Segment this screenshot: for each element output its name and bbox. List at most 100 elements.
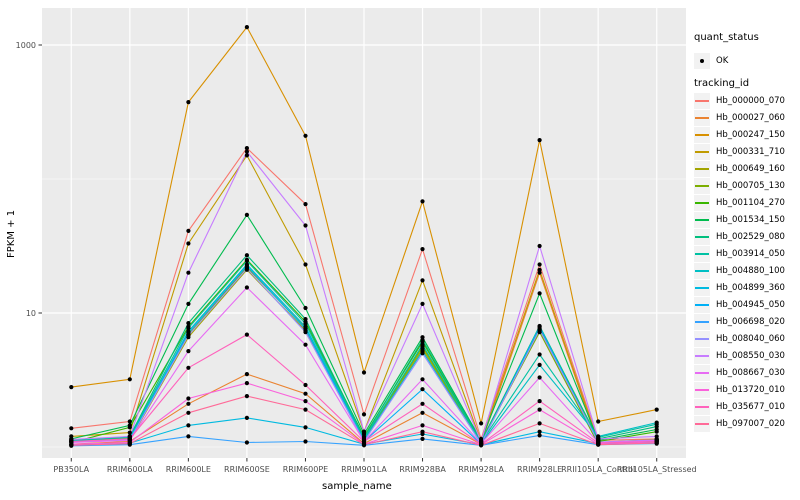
data-point bbox=[303, 330, 308, 335]
data-point bbox=[537, 262, 542, 267]
data-point bbox=[654, 427, 659, 432]
data-point bbox=[244, 253, 249, 258]
x-tick-label: RRIM600PE bbox=[283, 465, 329, 474]
x-tick-label: RRII105LA_Control bbox=[561, 465, 635, 474]
data-point bbox=[537, 138, 542, 143]
x-tick-label: RRIM600LA bbox=[107, 465, 153, 474]
data-point bbox=[361, 442, 367, 447]
data-point bbox=[654, 407, 659, 412]
data-point bbox=[596, 442, 601, 447]
data-point bbox=[420, 377, 425, 382]
data-point bbox=[186, 365, 191, 370]
data-point bbox=[186, 333, 191, 338]
data-point bbox=[127, 419, 132, 424]
data-point bbox=[186, 326, 191, 331]
data-point bbox=[596, 436, 601, 441]
data-point bbox=[244, 149, 249, 154]
data-point bbox=[420, 247, 425, 252]
data-point bbox=[420, 301, 425, 306]
data-point bbox=[537, 291, 542, 296]
data-point bbox=[186, 410, 191, 415]
data-point bbox=[303, 407, 308, 412]
data-point bbox=[303, 321, 308, 326]
data-point bbox=[127, 441, 132, 446]
data-point bbox=[303, 425, 308, 430]
y-tick-label: 1000 bbox=[16, 41, 36, 50]
data-point bbox=[303, 223, 308, 228]
data-point bbox=[303, 262, 308, 267]
data-point bbox=[244, 258, 249, 263]
data-point bbox=[537, 352, 542, 357]
data-point bbox=[186, 100, 191, 105]
data-point bbox=[420, 429, 425, 434]
data-point bbox=[186, 349, 191, 354]
data-point bbox=[537, 421, 542, 426]
data-point bbox=[420, 342, 425, 347]
data-point bbox=[69, 443, 74, 448]
data-point bbox=[244, 332, 249, 337]
data-point bbox=[127, 436, 132, 441]
data-point bbox=[244, 25, 249, 30]
data-point bbox=[537, 399, 542, 404]
data-point bbox=[303, 342, 308, 347]
data-point bbox=[361, 370, 367, 375]
data-point bbox=[420, 410, 425, 415]
data-point bbox=[537, 270, 542, 275]
data-point bbox=[537, 362, 542, 367]
data-point bbox=[69, 385, 74, 390]
data-point bbox=[186, 241, 191, 246]
x-tick-label: RRIM600SE bbox=[224, 465, 270, 474]
data-point bbox=[537, 324, 542, 329]
data-point bbox=[537, 429, 542, 434]
data-point bbox=[186, 434, 191, 439]
data-point bbox=[186, 321, 191, 326]
data-point bbox=[537, 433, 542, 438]
data-point bbox=[244, 153, 249, 158]
data-point bbox=[361, 412, 367, 417]
data-point bbox=[303, 382, 308, 388]
data-point bbox=[537, 375, 542, 380]
data-point bbox=[479, 443, 484, 448]
data-point bbox=[420, 401, 425, 406]
data-point bbox=[537, 327, 542, 332]
data-point bbox=[420, 436, 425, 441]
data-point bbox=[186, 396, 191, 401]
y-tick-label: 10 bbox=[26, 309, 36, 318]
data-point bbox=[244, 381, 249, 386]
data-point bbox=[596, 419, 601, 424]
x-axis-title: sample_name bbox=[322, 481, 392, 492]
data-point bbox=[69, 426, 74, 431]
data-point bbox=[186, 228, 191, 233]
data-point bbox=[537, 407, 542, 412]
data-point bbox=[420, 423, 425, 428]
data-point bbox=[303, 439, 308, 444]
data-point bbox=[244, 146, 249, 151]
data-point bbox=[361, 429, 367, 434]
data-point bbox=[654, 420, 659, 425]
x-tick-label: RRIM600LE bbox=[166, 465, 211, 474]
x-tick-label: PB350LA bbox=[53, 465, 89, 474]
data-point bbox=[420, 199, 425, 204]
data-point bbox=[537, 267, 542, 272]
data-point bbox=[244, 266, 249, 271]
data-point bbox=[244, 372, 249, 377]
data-point bbox=[303, 133, 308, 138]
data-point bbox=[244, 415, 249, 420]
data-point bbox=[244, 212, 249, 217]
data-point bbox=[654, 441, 659, 446]
x-tick-label: RRIM928LE bbox=[517, 465, 562, 474]
x-tick-label: RRIM928LA bbox=[458, 465, 504, 474]
data-point bbox=[654, 434, 659, 439]
data-point bbox=[127, 377, 132, 382]
data-point bbox=[420, 337, 425, 342]
y-axis-title: FPKM + 1 bbox=[6, 209, 17, 258]
data-point bbox=[244, 285, 249, 290]
data-point bbox=[303, 391, 308, 396]
data-point bbox=[186, 301, 191, 306]
data-point bbox=[361, 439, 367, 444]
data-point bbox=[186, 270, 191, 275]
data-point bbox=[303, 399, 308, 404]
data-point bbox=[303, 202, 308, 207]
